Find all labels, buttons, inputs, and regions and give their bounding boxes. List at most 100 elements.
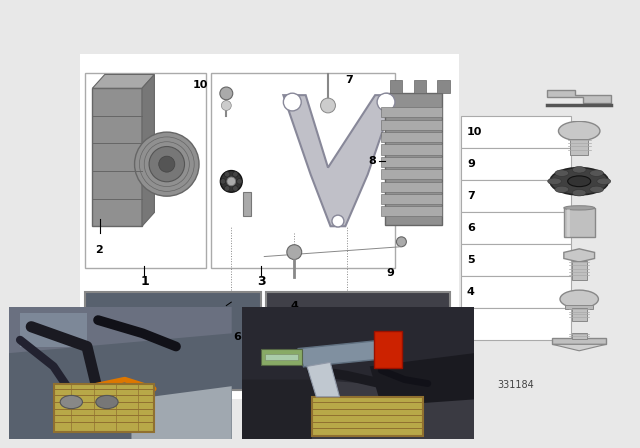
Text: 9: 9	[386, 268, 394, 278]
Bar	[572, 308, 587, 321]
Ellipse shape	[564, 206, 595, 210]
Text: 7: 7	[346, 75, 353, 85]
Bar	[565, 305, 593, 309]
Circle shape	[548, 178, 561, 185]
Text: 6: 6	[467, 223, 475, 233]
Bar	[437, 80, 449, 94]
Text: 7: 7	[467, 191, 475, 201]
Circle shape	[597, 178, 611, 185]
Circle shape	[572, 167, 586, 173]
Circle shape	[220, 179, 226, 184]
Bar	[461, 148, 571, 180]
Circle shape	[134, 132, 199, 196]
Text: 10: 10	[467, 127, 483, 137]
Bar	[461, 116, 571, 148]
Circle shape	[149, 146, 184, 182]
Bar	[80, 54, 460, 399]
Polygon shape	[92, 74, 154, 88]
Bar	[381, 132, 442, 142]
Text: 1: 1	[140, 275, 149, 288]
Bar	[381, 169, 442, 179]
Circle shape	[572, 190, 586, 196]
Bar	[374, 331, 402, 368]
Circle shape	[589, 186, 604, 193]
Polygon shape	[242, 307, 474, 393]
Polygon shape	[284, 95, 395, 226]
Polygon shape	[552, 345, 606, 351]
Bar	[390, 80, 403, 94]
Circle shape	[568, 176, 591, 187]
Bar	[381, 206, 442, 216]
Bar	[381, 157, 442, 167]
Bar	[85, 73, 207, 267]
Polygon shape	[370, 353, 474, 406]
Bar	[385, 94, 442, 224]
Text: 4: 4	[291, 301, 298, 310]
Circle shape	[377, 93, 395, 111]
Polygon shape	[547, 90, 611, 103]
Bar	[92, 88, 142, 226]
Polygon shape	[9, 307, 232, 353]
Bar	[461, 308, 571, 340]
Circle shape	[237, 179, 242, 184]
Circle shape	[287, 245, 301, 259]
Bar	[564, 208, 595, 237]
Circle shape	[332, 215, 344, 227]
Circle shape	[284, 93, 301, 111]
Bar	[461, 180, 571, 212]
Bar	[461, 244, 571, 276]
Bar	[572, 261, 587, 280]
Bar	[211, 73, 395, 267]
Circle shape	[550, 168, 609, 195]
Bar	[460, 54, 576, 399]
Text: 4: 4	[467, 287, 475, 297]
Bar	[461, 212, 571, 244]
Bar	[266, 292, 449, 390]
Bar	[572, 333, 587, 339]
Circle shape	[321, 98, 335, 113]
Polygon shape	[9, 307, 65, 327]
Circle shape	[225, 186, 230, 191]
Circle shape	[225, 172, 230, 177]
Bar	[54, 383, 154, 432]
Polygon shape	[142, 74, 154, 226]
Circle shape	[220, 171, 242, 192]
Polygon shape	[307, 362, 339, 397]
Circle shape	[396, 237, 406, 247]
Bar	[85, 292, 261, 390]
Bar	[413, 80, 426, 94]
Polygon shape	[552, 338, 606, 345]
Bar	[20, 314, 87, 347]
Circle shape	[159, 156, 175, 172]
Circle shape	[555, 186, 569, 193]
Polygon shape	[564, 249, 595, 262]
Bar	[461, 276, 571, 308]
Bar	[265, 354, 298, 360]
Circle shape	[233, 172, 238, 177]
Bar	[381, 144, 442, 155]
Text: 6: 6	[233, 332, 241, 342]
Circle shape	[220, 87, 233, 100]
Bar	[381, 181, 442, 192]
Bar	[312, 397, 423, 436]
Text: 5: 5	[216, 309, 224, 319]
Circle shape	[227, 177, 236, 186]
Circle shape	[96, 396, 118, 409]
Bar	[381, 194, 442, 204]
Bar	[570, 139, 588, 155]
Bar	[243, 192, 251, 216]
Polygon shape	[242, 379, 323, 439]
Text: 2: 2	[95, 246, 103, 255]
Circle shape	[221, 101, 231, 111]
Polygon shape	[131, 386, 232, 439]
Bar	[298, 340, 395, 367]
Text: 9: 9	[467, 159, 475, 169]
Text: 10: 10	[193, 80, 208, 90]
Circle shape	[233, 186, 238, 191]
Bar	[260, 349, 302, 365]
Circle shape	[559, 121, 600, 141]
Text: 331184: 331184	[498, 380, 534, 390]
Circle shape	[589, 170, 604, 177]
Circle shape	[60, 396, 83, 409]
Circle shape	[555, 170, 569, 177]
